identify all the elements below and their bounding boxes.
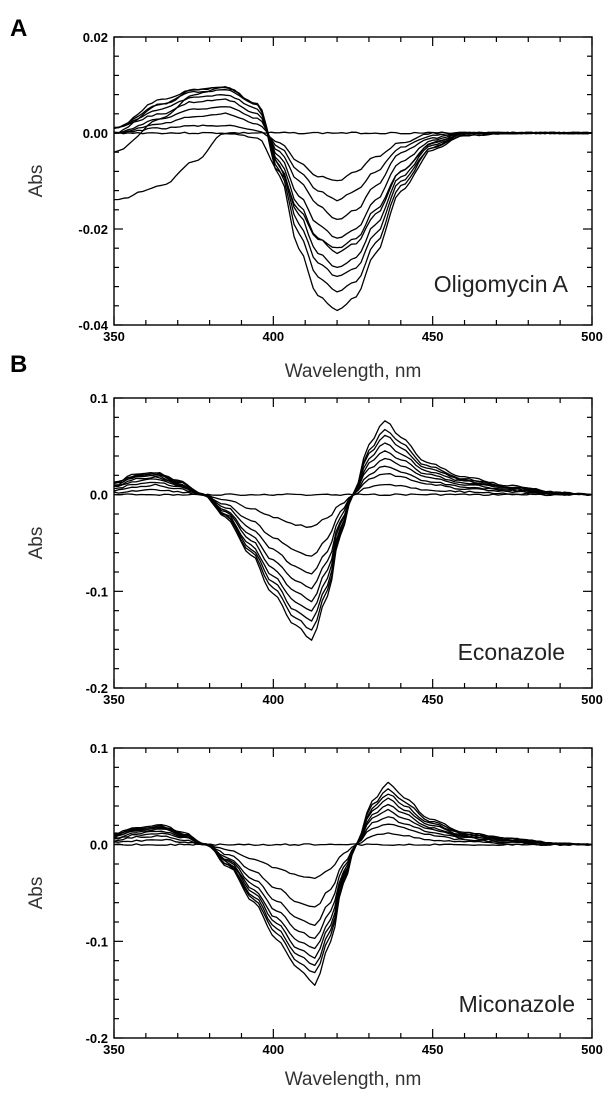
y-tick-label: -0.1 xyxy=(86,584,108,599)
x-tick-label: 500 xyxy=(581,1042,603,1057)
y-axis-label: Abs xyxy=(26,877,47,910)
y-axis-label: Abs xyxy=(26,165,47,198)
compound-annotation: Econazole xyxy=(458,639,565,665)
x-tick-label: 500 xyxy=(581,329,603,344)
x-tick-label: 450 xyxy=(422,1042,444,1057)
plot-frame xyxy=(113,747,593,1039)
spectrum-series-line xyxy=(113,483,593,528)
y-tick-label: -0.1 xyxy=(86,934,108,949)
y-tick-label: -0.2 xyxy=(86,681,108,696)
plot-frame xyxy=(113,397,593,689)
spectrum-series-line xyxy=(113,832,593,880)
panel-a-chart: 350 400 450 500 0.02 0.00 -0.02 -0.04 Abs Wavelen… xyxy=(10,15,603,382)
x-tick-label: 450 xyxy=(422,329,444,344)
x-tick-label: 350 xyxy=(103,1042,125,1057)
y-tick-label: 0.0 xyxy=(90,838,108,853)
y-tick-label: 0.00 xyxy=(83,126,108,141)
x-axis-label: Wavelength, nm xyxy=(285,1069,422,1090)
y-tick-label: 0.0 xyxy=(90,488,108,503)
x-tick-label: 400 xyxy=(262,1042,284,1057)
y-tick-label: -0.04 xyxy=(78,318,108,333)
x-tick-label: 500 xyxy=(581,692,603,707)
panel-b-miconazole-chart: 350 400 450 500 0.1 0.0 -0.1 -0.2 Abs Wavelength,… xyxy=(26,741,603,1090)
y-tick-label: 0.02 xyxy=(83,30,108,45)
plot-frame xyxy=(113,36,593,326)
x-tick-label: 400 xyxy=(262,692,284,707)
panel-letter: A xyxy=(10,15,27,42)
y-tick-label: 0.1 xyxy=(90,741,108,756)
spectrum-series-line xyxy=(113,86,592,312)
spectrum-series-line xyxy=(113,781,593,986)
y-axis-label: Abs xyxy=(26,527,47,560)
y-tick-label: -0.02 xyxy=(78,222,108,237)
x-tick-label: 450 xyxy=(422,692,444,707)
compound-annotation: Oligomycin A xyxy=(434,271,569,297)
x-axis-label: Wavelength, nm xyxy=(285,361,422,382)
spectrum-series-line xyxy=(113,465,593,575)
spectrum-series-line xyxy=(113,131,593,249)
x-tick-label: 350 xyxy=(103,329,125,344)
x-tick-label: 400 xyxy=(262,329,284,344)
y-tick-label: -0.2 xyxy=(86,1031,108,1046)
panel-b-econazole-chart: 350 400 450 500 0.1 0.0 -0.1 -0.2 Abs B Econazole xyxy=(10,351,603,707)
x-tick-label: 350 xyxy=(103,692,125,707)
compound-annotation: Miconazole xyxy=(459,991,575,1017)
spectrum-series-line xyxy=(113,420,593,641)
y-tick-label: 0.1 xyxy=(90,391,108,406)
panel-letter: B xyxy=(10,351,27,378)
